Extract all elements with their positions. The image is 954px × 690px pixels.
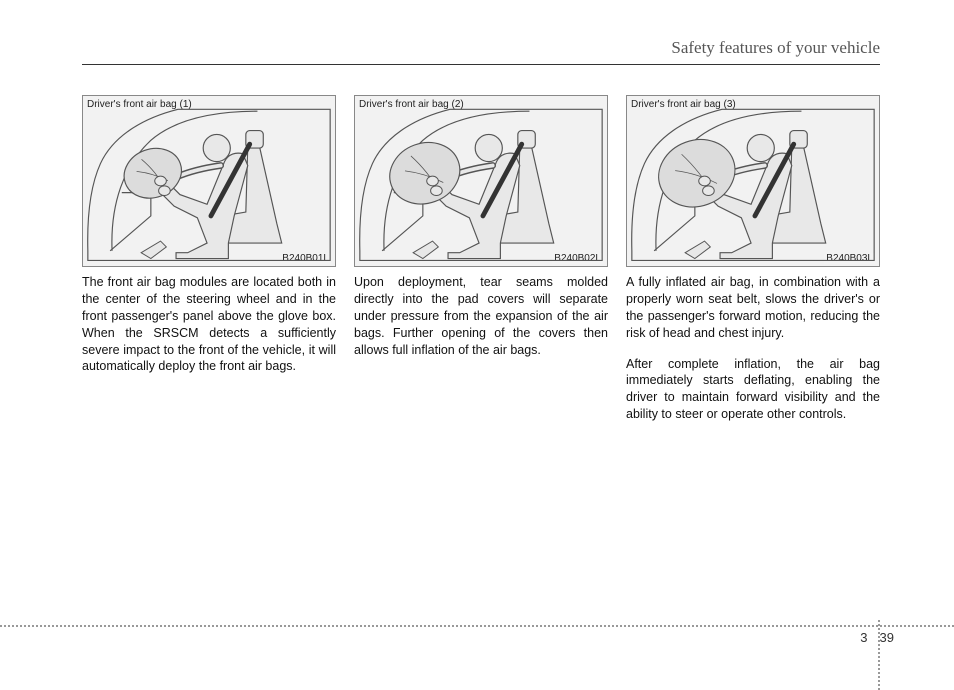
column-text: A fully inflated air bag, in combination… xyxy=(626,274,880,423)
page-header: Safety features of your vehicle xyxy=(82,38,880,65)
column: Driver's front air bag (2)B240B02L Upon … xyxy=(354,95,608,437)
content-columns: Driver's front air bag (1)B240B01L The f… xyxy=(82,95,880,437)
page-number-value: 39 xyxy=(874,630,894,645)
airbag-illustration xyxy=(627,96,879,266)
airbag-figure: Driver's front air bag (2)B240B02L xyxy=(354,95,608,267)
page-number: 339 xyxy=(860,630,894,645)
airbag-illustration xyxy=(355,96,607,266)
column-text: Upon deployment, tear seams molded direc… xyxy=(354,274,608,358)
column: Driver's front air bag (1)B240B01L The f… xyxy=(82,95,336,437)
column: Driver's front air bag (3)B240B03L A ful… xyxy=(626,95,880,437)
footer-divider xyxy=(0,625,954,627)
paragraph: After complete inflation, the air bag im… xyxy=(626,356,880,424)
paragraph: A fully inflated air bag, in combination… xyxy=(626,274,880,342)
paragraph: Upon deployment, tear seams molded direc… xyxy=(354,274,608,358)
airbag-figure: Driver's front air bag (3)B240B03L xyxy=(626,95,880,267)
airbag-illustration xyxy=(83,96,335,266)
paragraph: The front air bag modules are located bo… xyxy=(82,274,336,375)
column-text: The front air bag modules are located bo… xyxy=(82,274,336,375)
header-title: Safety features of your vehicle xyxy=(671,38,880,57)
airbag-figure: Driver's front air bag (1)B240B01L xyxy=(82,95,336,267)
section-number: 3 xyxy=(860,630,873,645)
